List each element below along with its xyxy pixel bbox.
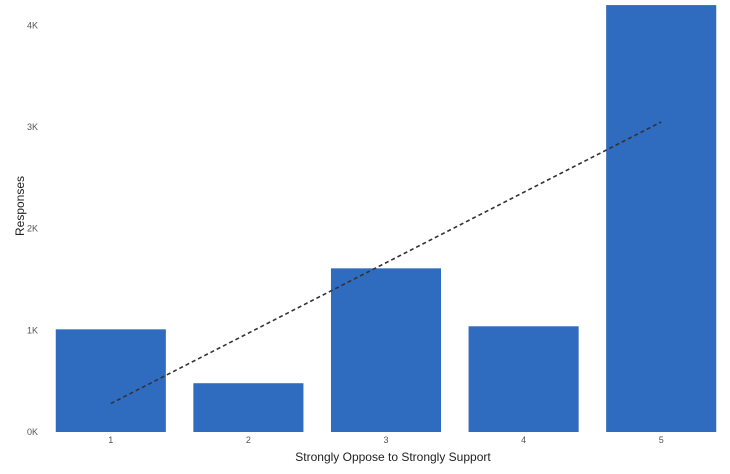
y-axis-ticks: 0K 1K 2K 3K 4K bbox=[27, 20, 38, 437]
trendline-group bbox=[110, 121, 662, 405]
bar bbox=[330, 268, 442, 432]
bar bbox=[193, 383, 304, 432]
bar bbox=[606, 5, 717, 432]
x-axis-title: Strongly Oppose to Strongly Support bbox=[295, 450, 491, 464]
y-tick-label: 0K bbox=[27, 427, 38, 437]
y-tick-label: 1K bbox=[27, 325, 38, 335]
bars-group bbox=[55, 5, 717, 432]
y-tick-label: 4K bbox=[27, 20, 38, 30]
x-tick-label: 1 bbox=[108, 435, 113, 445]
x-axis-ticks: 1 2 3 4 5 bbox=[108, 435, 663, 445]
x-tick-label: 3 bbox=[383, 435, 388, 445]
trendline bbox=[110, 121, 662, 405]
y-tick-label: 3K bbox=[27, 122, 38, 132]
y-tick-label: 2K bbox=[27, 224, 38, 234]
bar bbox=[55, 329, 166, 432]
x-tick-label: 2 bbox=[246, 435, 251, 445]
x-tick-label: 5 bbox=[659, 435, 664, 445]
bar bbox=[468, 326, 579, 432]
x-tick-label: 4 bbox=[521, 435, 526, 445]
y-axis-title: Responses bbox=[13, 176, 27, 236]
